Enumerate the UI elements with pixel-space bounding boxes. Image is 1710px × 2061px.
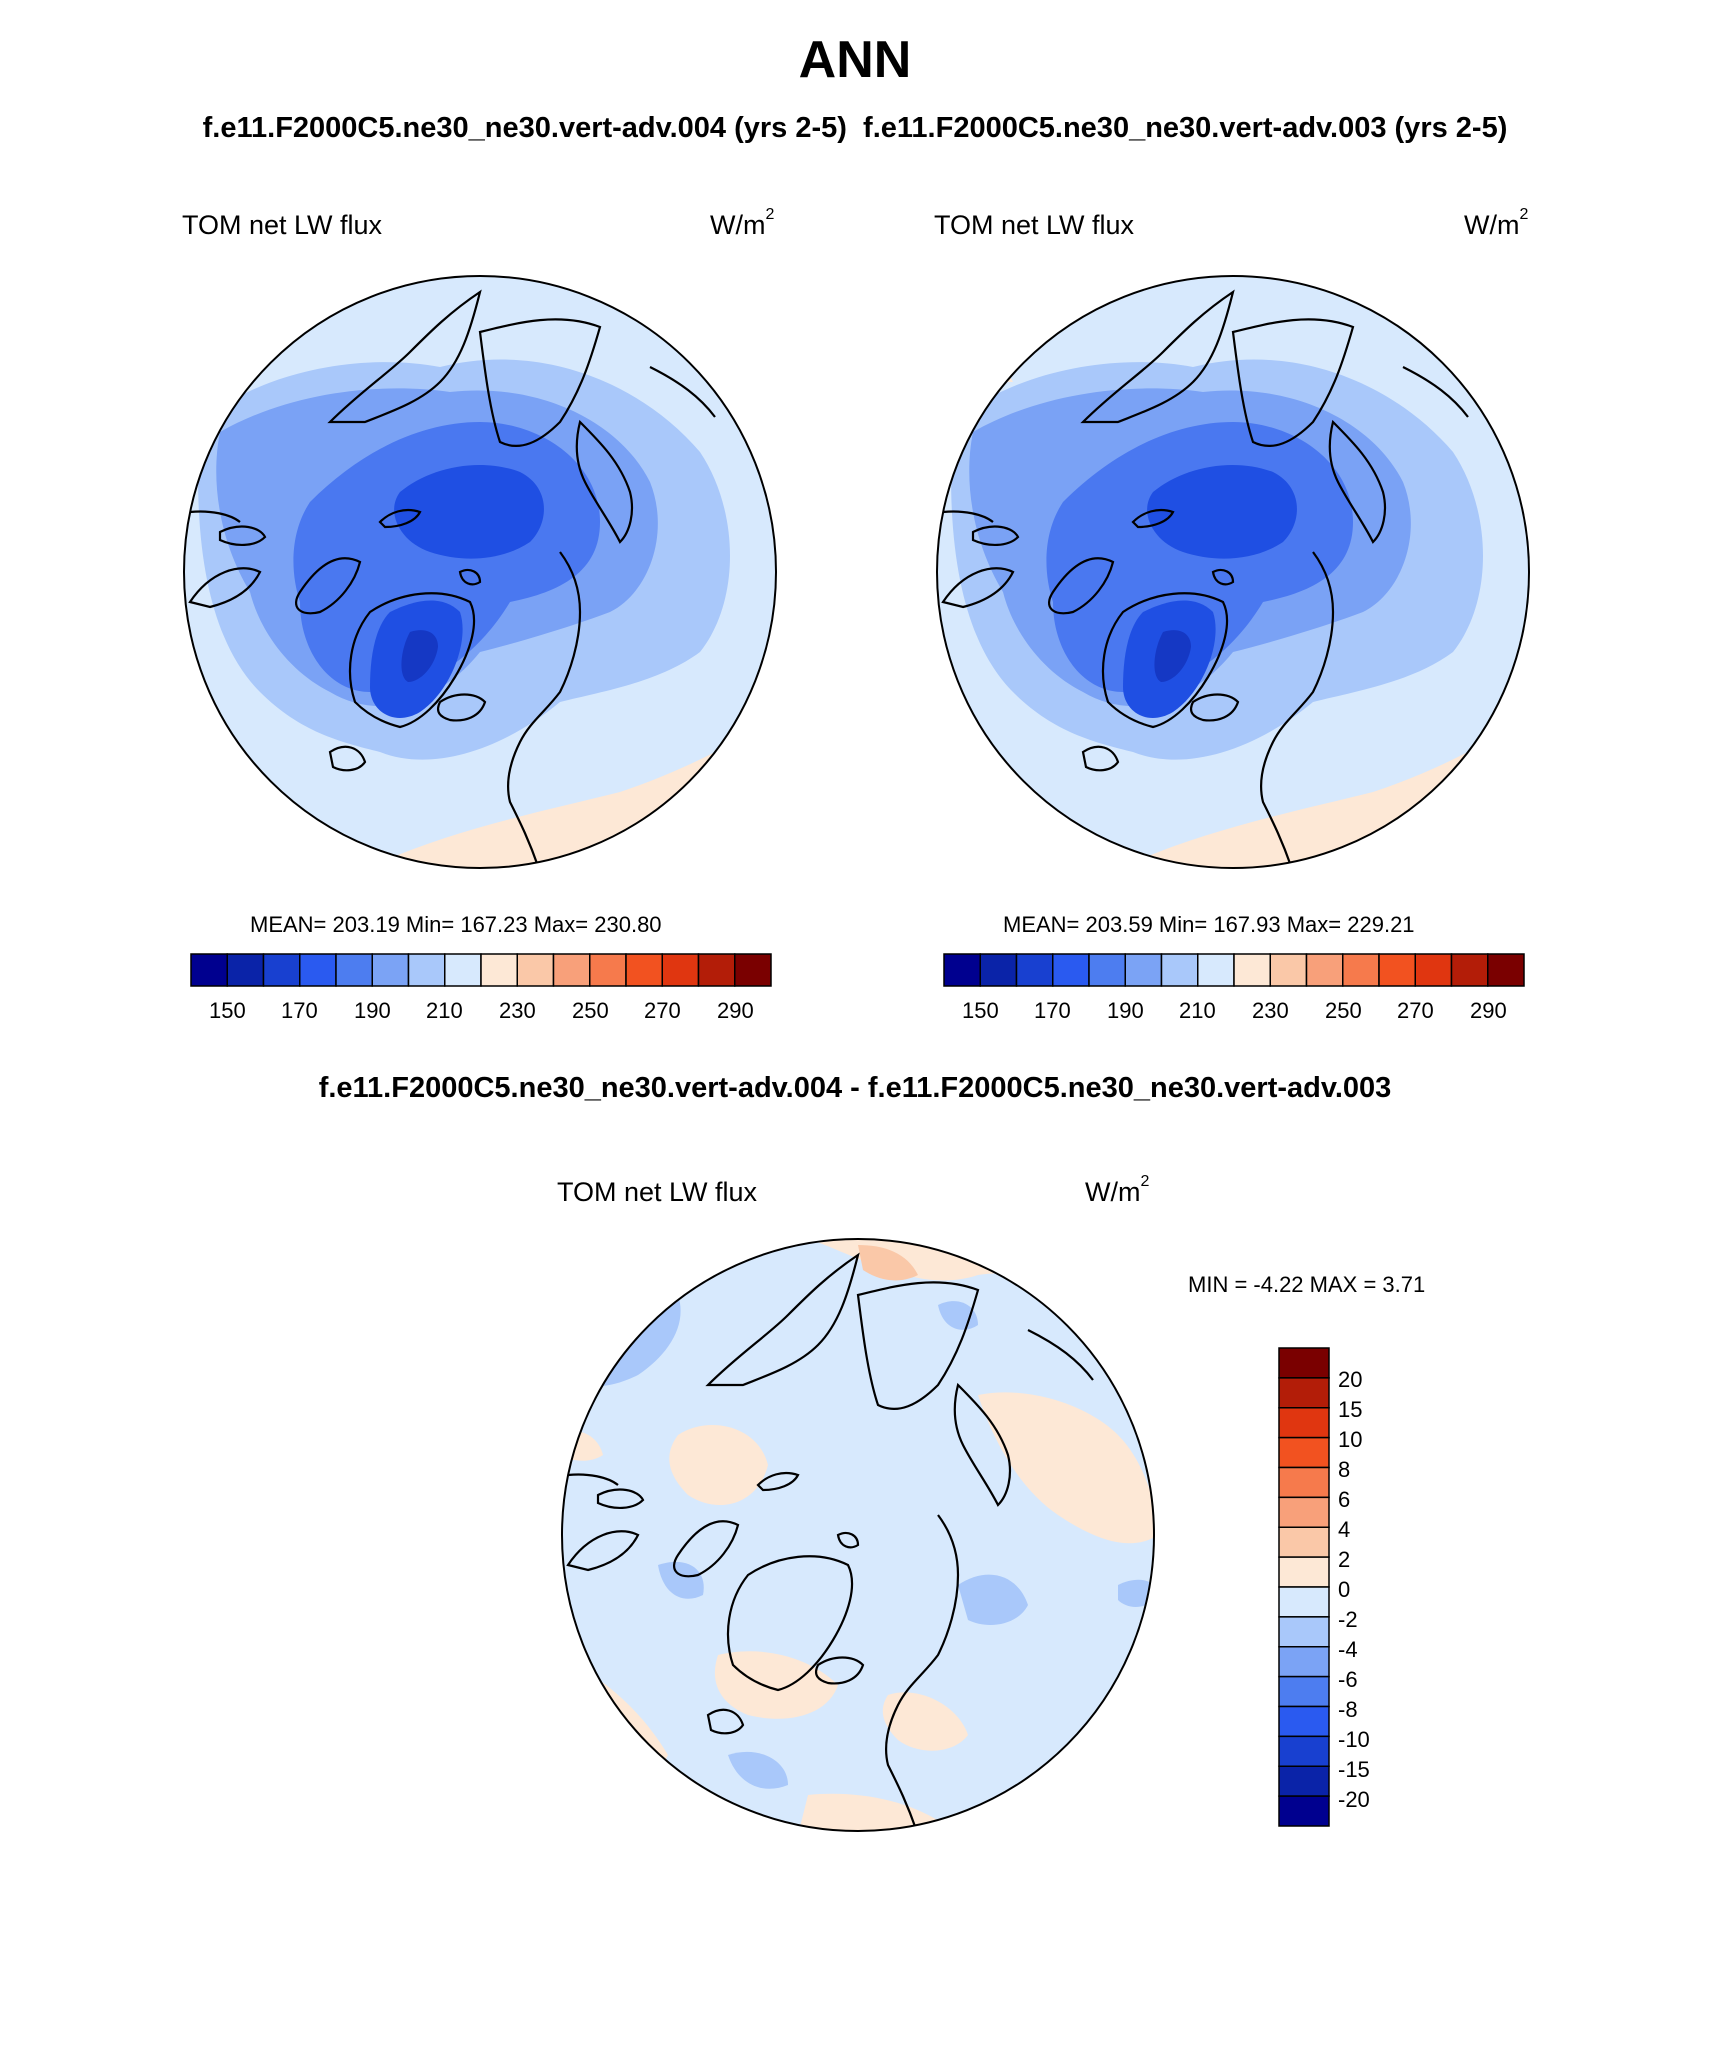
main-title: ANN xyxy=(798,31,912,89)
colorbar-swatch xyxy=(589,953,627,987)
panel1-stats: MEAN= 203.19 Min= 167.23 Max= 230.80 xyxy=(250,912,662,937)
cb1-label: 150 xyxy=(209,998,246,1023)
colorbar-swatch xyxy=(661,953,700,987)
cb3-label: 2 xyxy=(1338,1547,1351,1572)
colorbar-swatch xyxy=(1450,953,1489,987)
colorbar-swatch xyxy=(190,953,228,987)
cb2-label: 150 xyxy=(962,998,999,1023)
cb2-label: 230 xyxy=(1252,998,1289,1023)
cb3-label: -6 xyxy=(1338,1667,1358,1692)
colorbar-swatch xyxy=(1124,953,1163,987)
cb3-label: -15 xyxy=(1338,1757,1370,1782)
colorbar-case-004 xyxy=(190,953,772,987)
colorbar-swatch xyxy=(1015,953,1054,987)
case-titles: f.e11.F2000C5.ne30_ne30.vert-adv.004 (yr… xyxy=(202,112,1508,144)
cb3-label: 4 xyxy=(1338,1517,1351,1542)
colorbar-swatch xyxy=(407,953,446,987)
colorbar-swatch xyxy=(1052,953,1090,987)
polar-map-difference xyxy=(561,1238,1155,1832)
colorbar-swatch xyxy=(1278,1705,1330,1738)
colorbar-swatch xyxy=(1278,1646,1330,1678)
cb3-label: 0 xyxy=(1338,1577,1351,1602)
panel2-units: W/m2 xyxy=(1464,206,1529,240)
colorbar-swatch xyxy=(1305,953,1344,987)
cb1-label: 250 xyxy=(572,998,609,1023)
panel1-variable: TOM net LW flux xyxy=(182,210,383,240)
cb2-label: 210 xyxy=(1179,998,1216,1023)
colorbar-difference xyxy=(1278,1347,1330,1827)
cb2-label: 170 xyxy=(1034,998,1071,1023)
panel1-units: W/m2 xyxy=(710,206,775,240)
colorbar-swatch xyxy=(734,953,772,987)
cb1-label: 230 xyxy=(499,998,536,1023)
colorbar-swatch xyxy=(1278,1586,1330,1618)
panel2-variable: TOM net LW flux xyxy=(934,210,1135,240)
cb3-label: -4 xyxy=(1338,1637,1358,1662)
colorbar-swatch xyxy=(1088,953,1126,987)
colorbar-swatch xyxy=(1278,1616,1330,1648)
cb2-label: 270 xyxy=(1397,998,1434,1023)
colorbar-swatch xyxy=(1278,1675,1330,1708)
cb3-label: -2 xyxy=(1338,1607,1358,1632)
cb3-label: -20 xyxy=(1338,1787,1370,1812)
colorbar-swatch xyxy=(444,953,482,987)
colorbar-swatch xyxy=(1278,1526,1330,1558)
diff-units: W/m2 xyxy=(1085,1173,1150,1207)
colorbar-swatch xyxy=(697,953,736,987)
cb2-label: 290 xyxy=(1470,998,1507,1023)
diff-variable: TOM net LW flux xyxy=(557,1177,758,1207)
colorbar-swatch xyxy=(1278,1765,1330,1797)
diff-title: f.e11.F2000C5.ne30_ne30.vert-adv.004 - f… xyxy=(318,1072,1392,1104)
colorbar-swatch xyxy=(979,953,1018,987)
diff-stats: MIN = -4.22 MAX = 3.71 xyxy=(1188,1272,1426,1297)
colorbar-swatch xyxy=(1197,953,1235,987)
colorbar-swatch xyxy=(1278,1436,1330,1469)
cb1-label: 290 xyxy=(717,998,754,1023)
colorbar-swatch xyxy=(1233,953,1271,987)
colorbar-swatch xyxy=(299,953,337,987)
cb1-label: 270 xyxy=(644,998,681,1023)
colorbar-swatch xyxy=(1278,1556,1330,1588)
cb3-label: 10 xyxy=(1338,1427,1363,1452)
cb1-label: 190 xyxy=(354,998,391,1023)
cb3-label: -10 xyxy=(1338,1727,1370,1752)
cb2-label: 250 xyxy=(1325,998,1362,1023)
colorbar-swatch xyxy=(1342,953,1380,987)
polar-map-case-003 xyxy=(936,275,1530,869)
colorbar-swatch xyxy=(1278,1407,1330,1439)
cb3-label: 8 xyxy=(1338,1457,1351,1482)
cb3-label: 15 xyxy=(1338,1397,1363,1422)
cb1-label: 170 xyxy=(281,998,318,1023)
colorbar-swatch xyxy=(226,953,265,987)
colorbar-swatch xyxy=(625,953,663,987)
diff-colorbar-labels: 20 15 10 8 6 4 2 0 -2 -4 -6 -8 -10 -15 -… xyxy=(1338,1367,1398,1812)
colorbar-swatch xyxy=(1160,953,1199,987)
panel2-stats: MEAN= 203.59 Min= 167.93 Max= 229.21 xyxy=(1003,912,1415,937)
colorbar-swatch xyxy=(1487,953,1525,987)
colorbar-swatch xyxy=(1278,1496,1330,1528)
colorbar-swatch xyxy=(1278,1466,1330,1499)
colorbar-swatch xyxy=(516,953,555,987)
cb3-label: 6 xyxy=(1338,1487,1351,1512)
cb2-label: 190 xyxy=(1107,998,1144,1023)
polar-map-case-004 xyxy=(183,275,777,869)
colorbar-swatch xyxy=(262,953,301,987)
colorbar-swatch xyxy=(335,953,373,987)
colorbar-case-003 xyxy=(943,953,1525,987)
colorbar-swatch xyxy=(1269,953,1308,987)
cb3-label: 20 xyxy=(1338,1367,1363,1392)
colorbar-swatch xyxy=(371,953,410,987)
colorbar-swatch xyxy=(1278,1347,1330,1379)
colorbar-swatch xyxy=(1278,1377,1330,1409)
cb3-label: -8 xyxy=(1338,1697,1358,1722)
colorbar-swatch xyxy=(1278,1735,1330,1767)
colorbar-swatch xyxy=(943,953,981,987)
cb1-label: 210 xyxy=(426,998,463,1023)
colorbar-swatch xyxy=(480,953,518,987)
colorbar-swatch xyxy=(1278,1795,1330,1827)
colorbar-swatch xyxy=(1378,953,1416,987)
colorbar-swatch xyxy=(1414,953,1453,987)
colorbar-swatch xyxy=(552,953,591,987)
